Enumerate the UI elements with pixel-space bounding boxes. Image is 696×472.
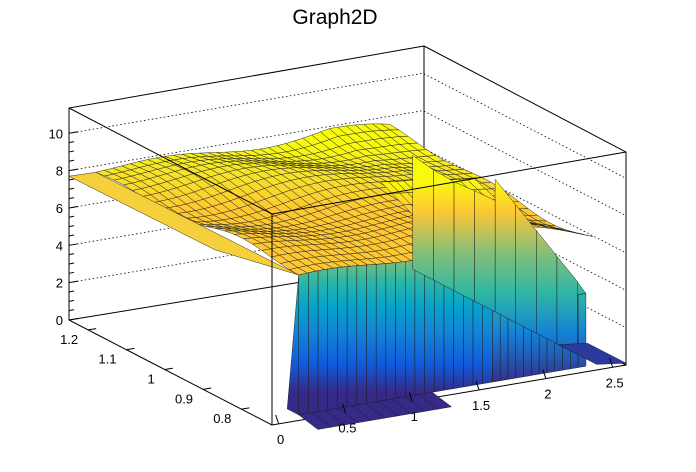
y-tick-label: 0.8 — [213, 411, 231, 426]
y-tick-label: 0.9 — [175, 391, 193, 406]
z-minor-tick — [68, 234, 75, 237]
surface-cell — [375, 263, 387, 403]
surface-cell — [418, 391, 453, 410]
x-tick-mark — [475, 380, 480, 391]
surface-cell — [327, 267, 338, 411]
surface-cell — [433, 169, 455, 291]
z-minor-tick — [68, 271, 75, 274]
z-minor-tick — [68, 215, 75, 218]
y-axis: 0.8 0.9 1 1.1 1.2 — [60, 328, 250, 426]
z-tick-mark — [68, 318, 79, 321]
surface-cell — [556, 255, 578, 355]
x-tick-mark — [275, 414, 280, 425]
y-tick-label: 1.1 — [98, 352, 116, 367]
z-tick-label: 10 — [49, 126, 63, 141]
x-tick-mark — [542, 369, 547, 379]
chart-title: Graph2D — [292, 6, 377, 29]
floor — [298, 343, 627, 430]
front-frame — [68, 107, 627, 425]
x-tick-label: 1.5 — [472, 398, 490, 413]
z-minor-tick — [68, 178, 75, 181]
z-minor-tick — [68, 253, 75, 256]
surface-cell — [356, 264, 367, 406]
surface-cell — [574, 232, 593, 237]
z-tick-mark — [68, 168, 79, 172]
z-tick-label: 4 — [56, 238, 63, 253]
x-tick-label: 0 — [277, 432, 284, 447]
surface-plot — [68, 123, 627, 430]
z-minor-tick — [68, 159, 75, 162]
surface-cell — [317, 268, 328, 412]
surface-cell — [412, 154, 434, 281]
z-minor-tick — [68, 309, 75, 312]
surface-cell — [474, 190, 496, 313]
x-tick-label: 2 — [544, 387, 551, 402]
y-tick-mark — [88, 328, 97, 331]
z-minor-tick — [68, 299, 75, 302]
y-tick-label: 1.2 — [60, 332, 78, 347]
z-minor-tick — [68, 197, 75, 200]
surface-cell — [414, 257, 425, 396]
y-tick-mark — [241, 407, 250, 410]
surface-cell — [557, 343, 627, 365]
surface-cell — [385, 262, 396, 401]
z-minor-tick — [68, 262, 75, 265]
z-tick-mark — [68, 280, 79, 284]
surface-cell — [346, 265, 358, 407]
x-tick-label: 2.5 — [606, 375, 624, 390]
x-tick-mark — [408, 392, 413, 402]
surface-cell — [286, 275, 299, 416]
z-tick-label: 8 — [56, 164, 63, 179]
right-drop — [412, 154, 578, 355]
x-axis: 0 0.5 1 1.5 2 2.5 — [275, 358, 624, 447]
surface-cell — [453, 181, 475, 302]
z-minor-tick — [68, 141, 75, 144]
surface-cell — [337, 266, 348, 409]
z-tick-mark — [68, 243, 79, 246]
z-tick-label: 0 — [56, 313, 63, 328]
z-tick-label: 2 — [56, 276, 63, 291]
z-axis: 0 2 4 6 8 10 — [49, 126, 79, 328]
x-tick-mark — [341, 403, 346, 413]
y-tick-label: 1 — [148, 372, 155, 387]
surface-cell — [395, 261, 406, 399]
surface-cell — [492, 307, 501, 383]
y-tick-mark — [126, 347, 135, 351]
z-minor-tick — [68, 225, 75, 228]
x-tick-label: 0.5 — [338, 421, 356, 436]
surface-cell — [366, 264, 377, 404]
y-tick-mark — [202, 387, 212, 390]
x-tick-mark — [609, 358, 614, 368]
z-tick-mark — [68, 131, 79, 134]
surface-cell — [298, 272, 309, 416]
z-tick-mark — [68, 205, 79, 209]
z-tick-label: 6 — [56, 201, 63, 216]
x-tick-label: 1 — [411, 409, 418, 424]
surface-cell — [494, 178, 516, 323]
surface-cell — [308, 270, 319, 414]
z-minor-tick — [68, 187, 75, 190]
z-minor-tick — [68, 290, 75, 293]
surface-cell — [536, 229, 558, 345]
z-minor-tick — [68, 150, 75, 153]
y-tick-mark — [164, 367, 173, 371]
surface-cell — [405, 259, 416, 398]
